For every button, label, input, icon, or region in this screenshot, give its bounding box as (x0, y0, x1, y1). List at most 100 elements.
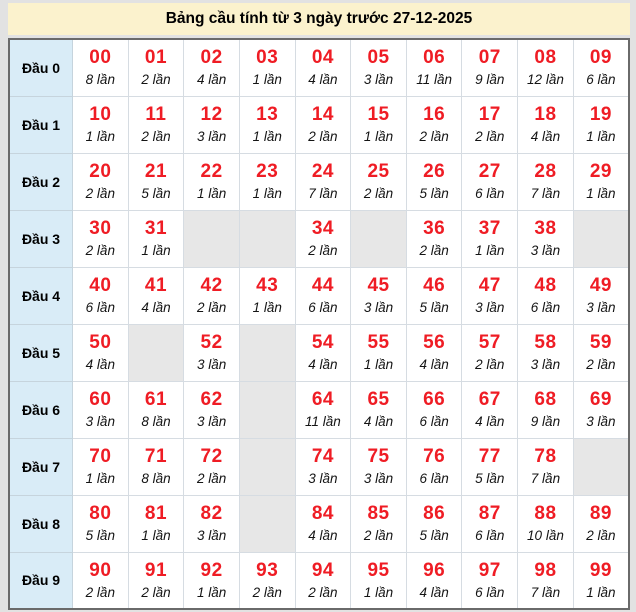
table-cell: 54 4 lần (294, 323, 352, 382)
pair-number: 03 (256, 47, 279, 69)
table-row: Đầu 3 30 2 lần 31 1 lần 34 2 lần 36 2 lần 37 1 lần… (8, 209, 630, 268)
frequency-count: 2 lần (85, 186, 115, 201)
frequency-count: 2 lần (308, 584, 338, 600)
pair-number: 29 (589, 161, 612, 182)
pair-number: 15 (367, 104, 390, 125)
table-cell: 34 2 lần (294, 209, 352, 268)
frequency-count: 3 lần (586, 300, 616, 315)
table-cell: 61 8 lần (127, 380, 185, 439)
frequency-count: 5 lần (419, 300, 449, 315)
pair-number: 96 (423, 559, 446, 581)
pair-number: 28 (534, 161, 557, 182)
frequency-count: 1 lần (252, 129, 282, 144)
frequency-count: 1 lần (85, 471, 115, 486)
frequency-count: 4 lần (363, 414, 394, 429)
pair-number: 97 (478, 559, 501, 581)
pair-number: 58 (534, 332, 557, 353)
frequency-count: 3 lần (196, 528, 227, 543)
table-cell: 76 6 lần (405, 437, 463, 496)
pair-number: 85 (367, 503, 390, 524)
pair-number: 59 (589, 332, 612, 353)
table-cell: 48 6 lần (517, 266, 574, 325)
frequency-count: 4 lần (85, 357, 115, 372)
table-cell: 52 3 lần (183, 323, 240, 382)
frequency-count: 6 lần (586, 72, 616, 88)
frequency-count: 7 lần (530, 186, 561, 201)
pair-number: 45 (367, 275, 390, 296)
table-cell: 31 1 lần (127, 209, 185, 268)
table-cell: 21 5 lần (127, 152, 185, 211)
pair-number: 66 (423, 389, 446, 410)
table-cell: 82 3 lần (183, 494, 240, 553)
frequency-count: 12 lần (527, 72, 564, 88)
frequency-count: 4 lần (308, 72, 338, 88)
pair-number: 06 (423, 47, 446, 69)
table-cell: 05 3 lần (350, 38, 407, 97)
pair-number: 04 (311, 47, 334, 69)
row-header: Đầu 2 (8, 152, 73, 211)
pair-number: 70 (89, 446, 112, 467)
frequency-count: 2 lần (252, 584, 282, 600)
frequency-count: 2 lần (586, 528, 616, 543)
frequency-count: 8 lần (141, 471, 171, 486)
pair-number: 01 (144, 47, 168, 69)
table-cell: 67 4 lần (461, 380, 519, 439)
pair-number: 43 (256, 275, 279, 296)
pair-number: 50 (89, 332, 112, 353)
table-cell: 22 1 lần (183, 152, 240, 211)
pair-number: 86 (423, 503, 446, 524)
frequency-count: 4 lần (419, 357, 449, 372)
frequency-count: 8 lần (85, 72, 115, 88)
frequency-count: 4 lần (530, 129, 561, 144)
table-cell: 16 2 lần (405, 95, 463, 154)
frequency-count: 3 lần (586, 414, 616, 429)
frequency-count: 9 lần (530, 414, 561, 429)
frequency-count: 3 lần (363, 300, 394, 315)
pair-number: 23 (256, 161, 279, 182)
frequency-count: 11 lần (304, 414, 341, 429)
frequency-count: 2 lần (196, 300, 227, 315)
pair-number: 54 (311, 332, 334, 353)
pair-number: 07 (478, 47, 501, 69)
pair-number: 20 (89, 161, 112, 182)
frequency-count: 1 lần (252, 186, 282, 201)
frequency-count: 1 lần (363, 129, 394, 144)
table-cell: 55 1 lần (350, 323, 407, 382)
pair-number: 18 (534, 104, 557, 125)
pair-number: 77 (478, 446, 501, 467)
pair-number: 42 (200, 275, 223, 296)
row-header: Đầu 7 (8, 437, 73, 496)
table-row: Đầu 8 80 5 lần 81 1 lần 82 3 lần 84 4 lần 85 2 lần… (8, 494, 630, 553)
frequency-count: 1 lần (141, 528, 171, 543)
pair-number: 36 (423, 218, 446, 239)
table-cell: 26 5 lần (405, 152, 463, 211)
table-row: Đầu 0 00 8 lần 01 2 lần 02 4 lần 03 1 lần 04 4 lần… (8, 38, 630, 97)
table-cell: 60 3 lần (72, 380, 129, 439)
pair-number: 09 (589, 47, 612, 69)
table-body: Đầu 0 00 8 lần 01 2 lần 02 4 lần 03 1 lần 04 4 lần… (8, 38, 630, 610)
table-cell: 46 5 lần (405, 266, 463, 325)
frequency-count: 2 lần (475, 357, 505, 372)
pair-number: 13 (256, 104, 279, 125)
table-cell: 62 3 lần (183, 380, 240, 439)
frequency-count: 1 lần (252, 300, 282, 315)
frequency-count: 7 lần (530, 471, 561, 486)
table-cell: 98 7 lần (517, 551, 574, 610)
table-cell: 09 6 lần (572, 38, 630, 97)
frequency-count: 6 lần (475, 528, 505, 543)
table-row: Đầu 4 40 6 lần 41 4 lần 42 2 lần 43 1 lần 44 6 lần… (8, 266, 630, 325)
table-cell: 14 2 lần (294, 95, 352, 154)
frequency-count: 11 lần (416, 72, 453, 88)
table-cell: 91 2 lần (127, 551, 185, 610)
table-cell: 10 1 lần (72, 95, 129, 154)
frequency-count: 4 lần (419, 584, 449, 600)
table-cell: 75 3 lần (350, 437, 407, 496)
table-row: Đầu 2 20 2 lần 21 5 lần 22 1 lần 23 1 lần 24 7 lần… (8, 152, 630, 211)
table-cell-empty (350, 209, 407, 268)
pair-number: 38 (534, 218, 557, 239)
frequency-count: 3 lần (363, 471, 394, 486)
pair-number: 11 (145, 104, 167, 125)
frequency-count: 3 lần (196, 129, 227, 144)
table-cell: 18 4 lần (517, 95, 574, 154)
frequency-count: 2 lần (85, 584, 115, 600)
